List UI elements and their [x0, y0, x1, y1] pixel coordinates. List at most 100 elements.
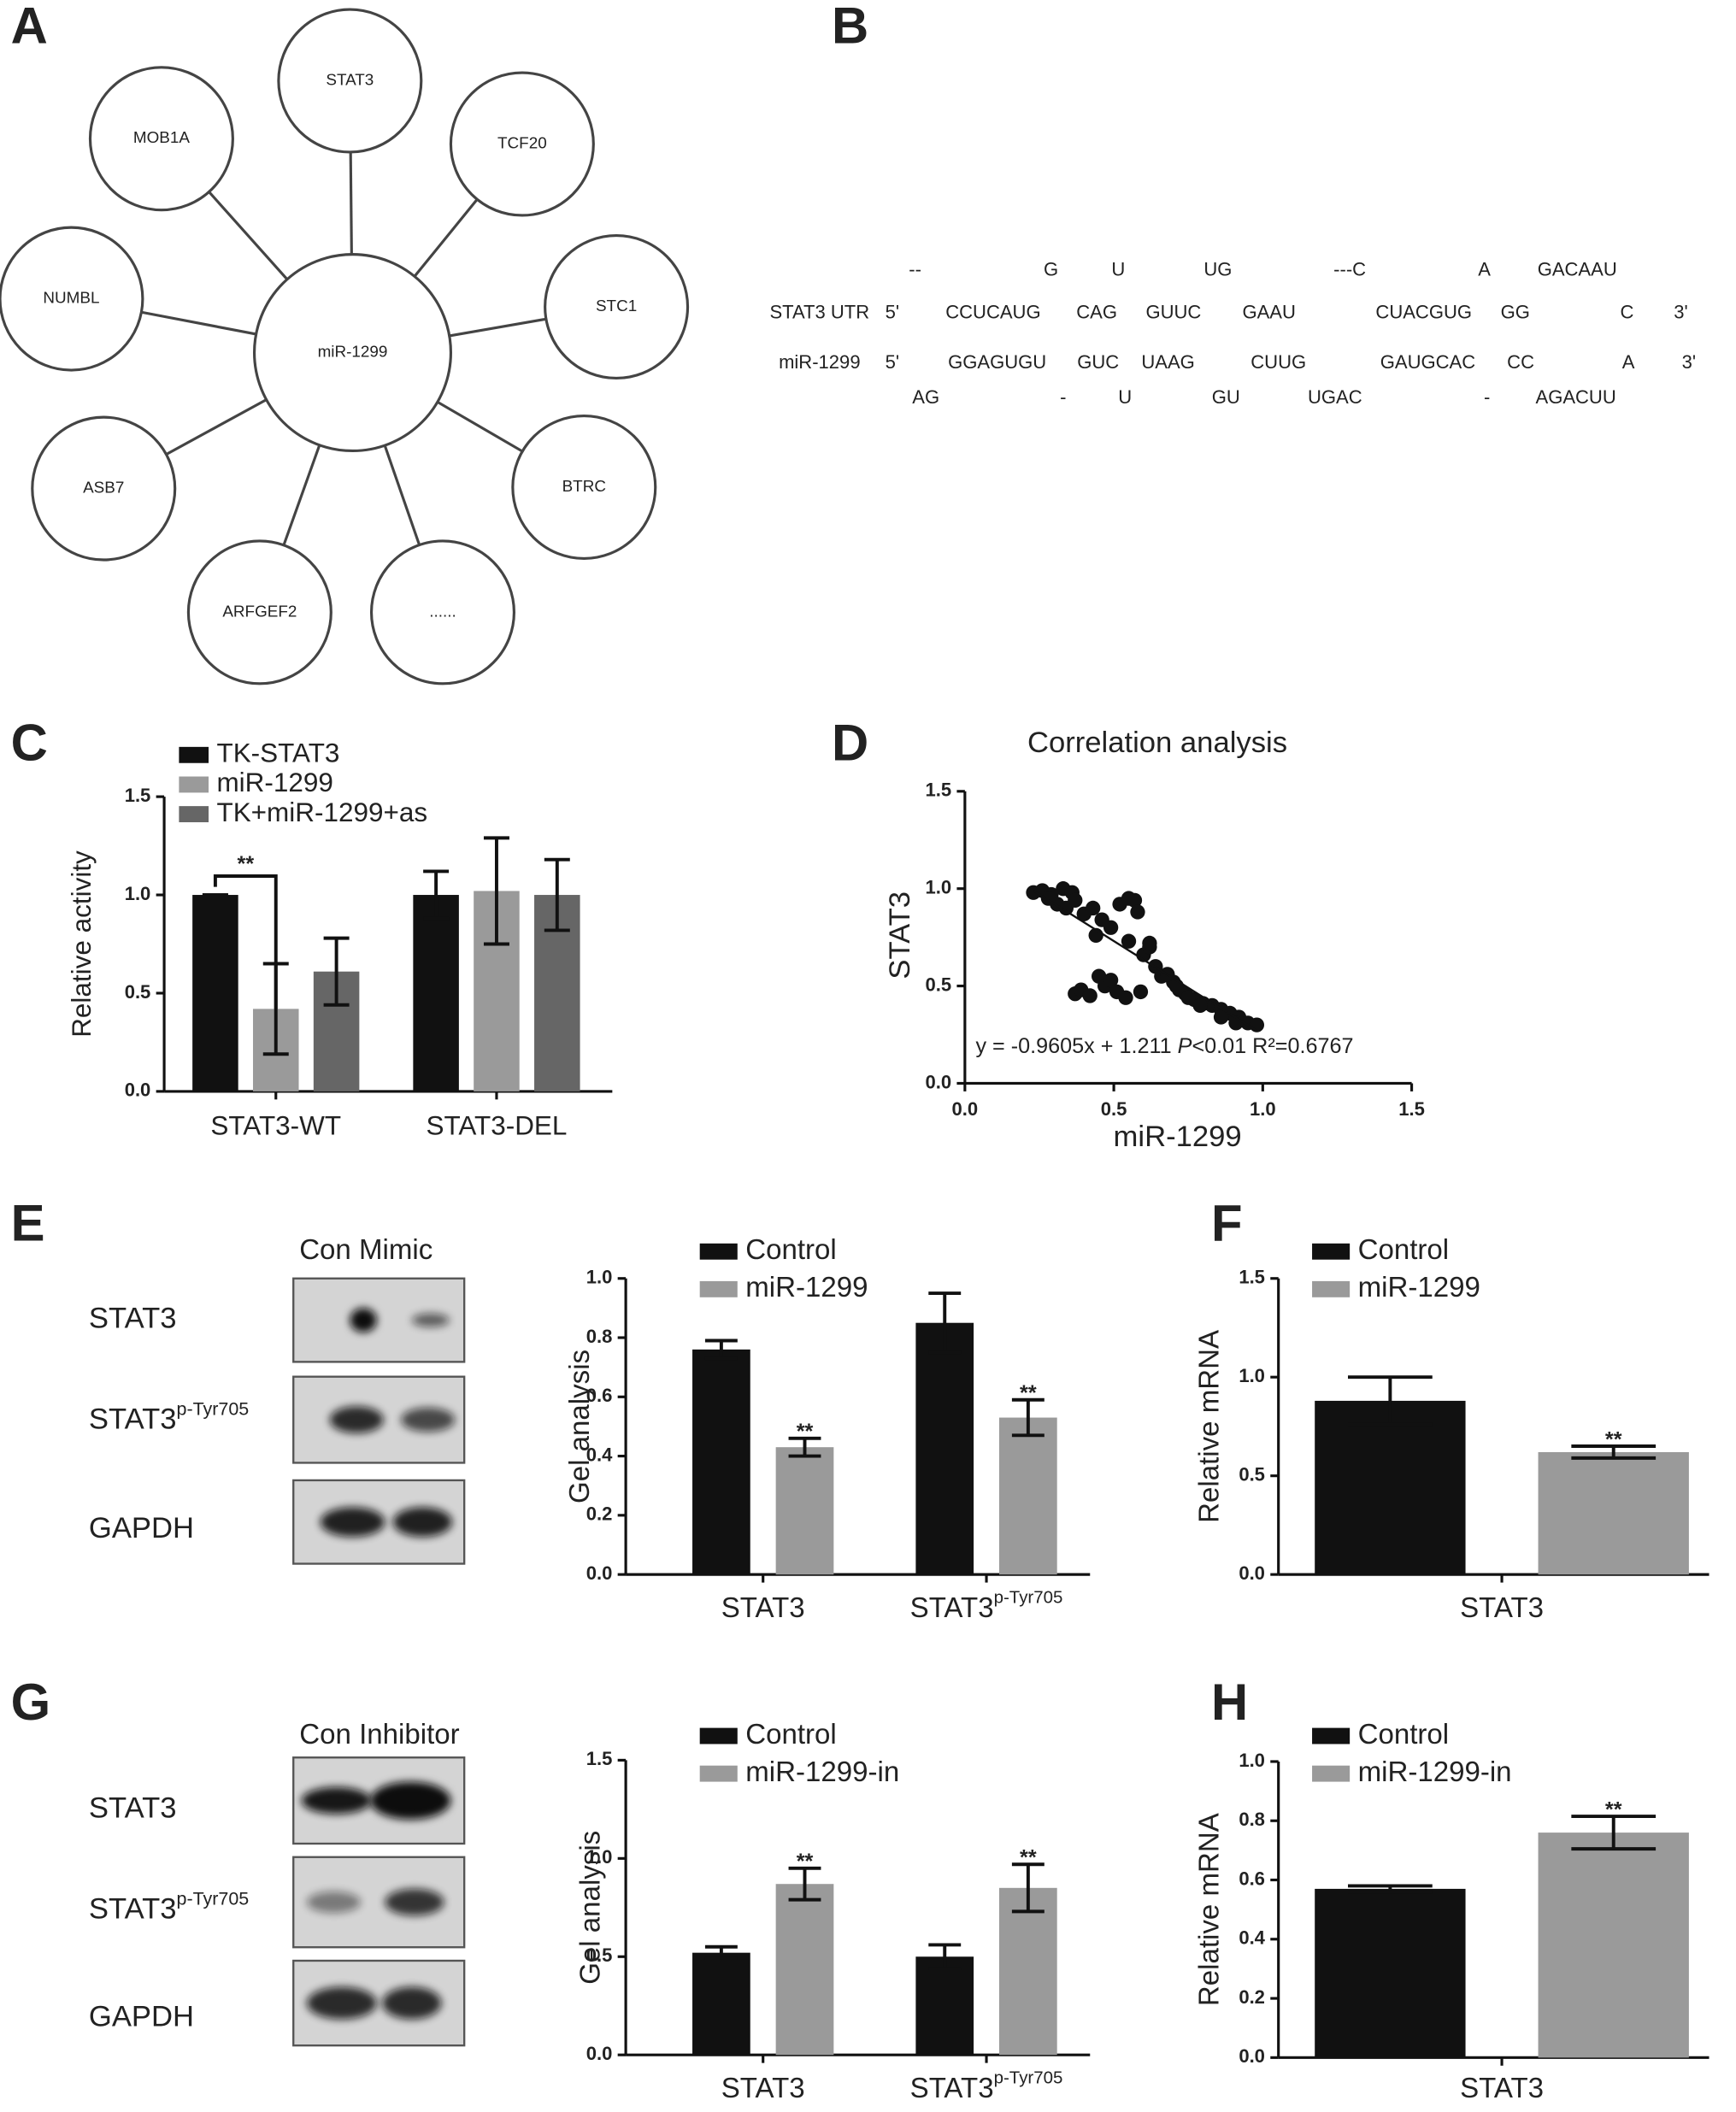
node: [544, 234, 690, 380]
bar: [999, 1887, 1057, 2056]
fit-annotation-part: P: [1178, 1034, 1192, 1058]
y-axis-label: STAT3: [884, 891, 916, 980]
error-bar: [323, 936, 350, 1007]
legend-swatch: [1312, 1243, 1351, 1260]
panel-letter: C: [11, 715, 48, 772]
node: [277, 8, 423, 154]
y-tick-label: 0.4: [586, 1444, 613, 1465]
y-tick-label: 0.2: [586, 1503, 613, 1525]
alignment-token: CC: [1507, 351, 1534, 373]
alignment-token: -: [1060, 386, 1066, 408]
node: [369, 539, 516, 685]
y-tick-label: 0.6: [586, 1385, 613, 1406]
node-label: TCF20: [497, 135, 547, 153]
alignment-token: GACAAU: [1538, 258, 1617, 279]
node: [511, 414, 657, 561]
error-bar: [788, 1866, 821, 1902]
blot-band: [411, 1313, 450, 1327]
y-tick-label: 1.0: [1239, 1365, 1265, 1386]
legend-label: TK+miR-1299+as: [216, 797, 427, 827]
point: [1180, 990, 1196, 1005]
legend-swatch: [699, 1727, 738, 1744]
y-tick-label: 0.5: [925, 974, 951, 995]
error-bar: [704, 1944, 738, 1961]
y-tick-label: 0.0: [1239, 2045, 1265, 2067]
x-tick-label-main: STAT3: [721, 2073, 805, 2104]
y-tick-label: 0.5: [125, 981, 151, 1003]
y-tick-label: 1.0: [925, 877, 951, 898]
node: [449, 71, 595, 217]
x-tick-label-main: STAT3: [1460, 1592, 1544, 1624]
alignment-token: G: [1044, 258, 1058, 279]
blot-band: [385, 1888, 444, 1916]
y-axis-label: Gel analysis: [564, 1350, 596, 1503]
y-tick-label: 0.0: [1239, 1562, 1265, 1584]
edge: [282, 444, 321, 546]
x-tick-label-main: STAT3: [910, 2073, 994, 2104]
blot-row-label-sup: p-Tyr705: [177, 1888, 250, 1909]
x-tick-label: STAT3: [721, 1592, 805, 1624]
point: [1130, 904, 1145, 920]
alignment-token: U: [1111, 258, 1125, 279]
legend-swatch: [179, 776, 209, 793]
alignment-token: ---C: [1333, 258, 1366, 279]
edge: [141, 310, 256, 336]
node: [31, 415, 177, 562]
x-tick-label-main: STAT3-WT: [210, 1111, 341, 1141]
x-tick-label: STAT3: [1460, 1592, 1544, 1624]
bar: [775, 1447, 834, 1575]
error-bar: [1571, 1815, 1657, 1851]
alignment-token: 3': [1674, 302, 1687, 323]
node: [186, 539, 332, 685]
y-tick-label: 1.5: [1239, 1267, 1265, 1288]
legend-label: Control: [1358, 1719, 1450, 1750]
bar: [1538, 1451, 1689, 1575]
blot-header: Con Mimic: [299, 1234, 433, 1266]
blot-row-label-main: STAT3: [89, 1303, 177, 1335]
alignment-token: A: [1478, 258, 1491, 279]
fit-annotation-part: <0.01 R²=0.6767: [1192, 1034, 1353, 1058]
edge: [449, 317, 547, 338]
edge: [437, 400, 523, 453]
alignment-token: GUC: [1077, 351, 1119, 373]
x-tick-label-main: STAT3: [721, 1592, 805, 1624]
node-label: BTRC: [562, 478, 606, 496]
bar: [915, 1322, 974, 1575]
alignment-token: CUUG: [1251, 351, 1306, 373]
x-tick-label: STAT3p-Tyr705: [910, 2068, 1063, 2104]
bar: [1315, 1400, 1466, 1575]
alignment-token: AGACUU: [1536, 386, 1616, 408]
node-label: STC1: [596, 297, 637, 315]
significance: **: [1605, 1427, 1622, 1451]
point: [1082, 988, 1098, 1003]
alignment-token: GAAU: [1242, 302, 1295, 323]
blot-row-label: STAT3p-Tyr705: [89, 1398, 249, 1436]
y-tick-label: 0.0: [586, 2043, 613, 2064]
alignment-token: GG: [1501, 302, 1530, 323]
panel-letter: F: [1211, 1195, 1243, 1252]
legend-swatch: [179, 806, 209, 823]
blot-row-label-sup: p-Tyr705: [177, 1398, 250, 1419]
y-tick-label: 0.8: [586, 1326, 613, 1347]
y-tick-label: 0.0: [586, 1562, 613, 1584]
panel-letter: B: [832, 0, 868, 54]
chart-title: Correlation analysis: [1027, 727, 1287, 759]
alignment-token: miR-1299: [779, 351, 861, 373]
alignment-token: STAT3 UTR: [769, 302, 869, 323]
node: [88, 66, 234, 212]
alignment-token: GAUGCAC: [1380, 351, 1475, 373]
blot-row-label-main: STAT3: [89, 1792, 177, 1825]
blot-band: [306, 1891, 361, 1914]
y-axis-label: Relative activity: [67, 850, 97, 1038]
center-label: miR-1299: [318, 344, 388, 362]
blot-row-label: STAT3: [89, 1303, 177, 1335]
x-tick-label-main: STAT3: [1460, 2073, 1544, 2104]
blot-band: [382, 1986, 442, 2020]
legend-label: miR-1299: [1358, 1272, 1480, 1303]
y-tick-label: 0.2: [1239, 1986, 1265, 2008]
legend-label: miR-1299-in: [745, 1756, 899, 1788]
legend-label: miR-1299: [216, 768, 332, 797]
bar: [413, 895, 459, 1091]
alignment-token: 5': [886, 302, 899, 323]
